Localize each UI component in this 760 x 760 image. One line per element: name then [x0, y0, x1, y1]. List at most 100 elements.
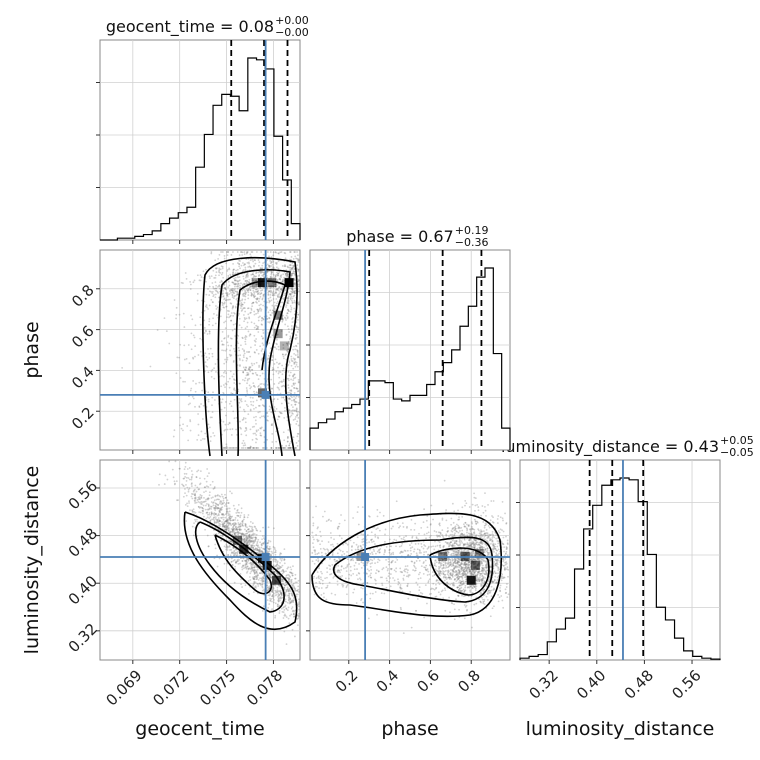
sample-point: [279, 251, 281, 254]
sample-point: [239, 299, 242, 302]
sample-point: [269, 540, 272, 543]
sample-point: [261, 609, 264, 612]
sample-point: [246, 321, 249, 324]
sample-point: [225, 443, 228, 446]
sample-point: [255, 441, 257, 444]
sample-point: [293, 373, 296, 376]
sample-point: [185, 520, 188, 522]
sample-point: [268, 408, 271, 411]
sample-point: [260, 426, 263, 429]
sample-point: [433, 548, 436, 551]
sample-point: [270, 406, 272, 409]
sample-point: [240, 310, 243, 312]
sample-point: [211, 416, 213, 419]
sample-point: [241, 566, 243, 569]
sample-point: [260, 251, 263, 253]
sample-point: [246, 279, 248, 282]
sample-point: [293, 361, 296, 364]
sample-point: [239, 514, 242, 517]
sample-point: [295, 401, 298, 404]
sample-point: [240, 301, 243, 304]
sample-point: [235, 298, 238, 301]
sample-point: [253, 322, 256, 325]
sample-point: [203, 486, 206, 489]
sample-point: [189, 281, 192, 283]
sample-point: [219, 523, 222, 526]
sample-point: [282, 355, 285, 358]
sample-point: [288, 397, 291, 400]
sample-point: [285, 304, 288, 307]
sample-point: [289, 305, 292, 307]
sample-point: [288, 397, 291, 399]
sample-point: [240, 264, 243, 267]
sample-point: [275, 337, 278, 339]
sample-point: [238, 312, 241, 315]
sample-point: [230, 560, 233, 563]
sample-point: [295, 395, 298, 398]
sample-point: [262, 404, 265, 407]
sample-point: [247, 313, 250, 316]
sample-point: [247, 288, 250, 291]
sample-point: [274, 614, 277, 617]
sample-point: [281, 568, 284, 571]
sample-point: [254, 262, 257, 265]
sample-point: [292, 266, 295, 268]
sample-point: [268, 266, 271, 268]
sample-point: [272, 290, 275, 293]
sample-point: [227, 554, 229, 556]
sample-point: [239, 406, 242, 409]
sample-point: [270, 424, 273, 426]
sample-point: [254, 372, 257, 374]
sample-point: [376, 550, 379, 553]
sample-point: [211, 292, 214, 295]
sample-point: [249, 428, 252, 431]
sample-point: [244, 430, 246, 433]
sample-point: [242, 264, 245, 267]
sample-point: [271, 304, 274, 307]
sample-point: [295, 361, 298, 364]
sample-point: [245, 434, 248, 437]
sample-point: [185, 277, 188, 280]
sample-point: [290, 592, 293, 595]
panel-frame: [309, 249, 511, 451]
sample-point: [293, 307, 296, 310]
title-text: phase = 0.67: [346, 227, 453, 246]
sample-point: [217, 292, 220, 294]
sample-point: [189, 509, 191, 512]
sample-point: [262, 344, 265, 346]
sample-point: [224, 428, 227, 431]
sample-point: [251, 273, 254, 276]
sample-point: [250, 293, 253, 295]
sample-point: [260, 349, 263, 352]
sample-point: [289, 297, 292, 299]
sample-point: [228, 447, 231, 449]
sample-point: [293, 291, 296, 294]
sample-point: [293, 294, 296, 297]
sample-point: [205, 490, 207, 493]
sample-point: [268, 264, 271, 267]
sample-point: [244, 263, 246, 266]
sample-point: [244, 334, 247, 337]
sample-point: [291, 262, 294, 264]
sample-point: [253, 569, 256, 572]
sample-point: [243, 514, 246, 516]
sample-point: [246, 382, 248, 385]
sample-point: [256, 325, 259, 328]
sample-point: [251, 251, 254, 253]
sample-point: [219, 534, 222, 537]
sample-point: [233, 530, 236, 532]
sample-point: [269, 600, 272, 602]
sample-point: [228, 310, 230, 313]
sample-point: [271, 359, 273, 361]
sample-point: [255, 324, 258, 327]
sample-point: [260, 427, 262, 430]
sample-point: [248, 317, 251, 320]
sample-point: [235, 285, 238, 288]
sample-point: [277, 345, 280, 348]
sample-point: [266, 438, 269, 441]
sample-point: [258, 572, 261, 575]
sample-point: [245, 281, 248, 284]
sample-point: [186, 486, 189, 489]
sample-point: [208, 357, 211, 359]
sample-point: [273, 308, 276, 310]
